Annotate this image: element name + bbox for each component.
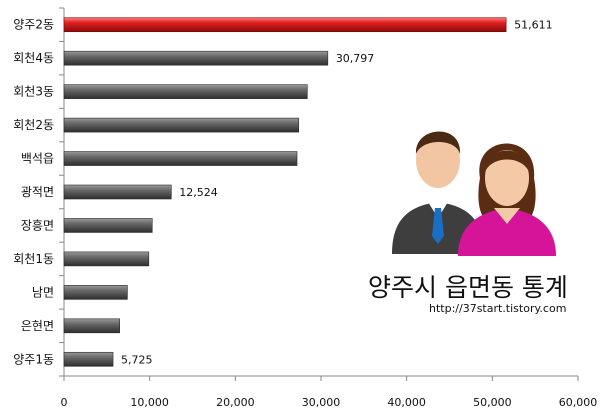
bar-1 [63, 17, 507, 33]
category-label: 장흥면 [21, 218, 54, 232]
bar-8 [63, 251, 150, 267]
x-tick-labels: 0 10,000 20,000 30,000 40,000 50,000 60,000 [61, 396, 598, 409]
bar-2 [63, 50, 329, 66]
category-label: 회천3동 [13, 84, 54, 99]
x-tick-label: 50,000 [473, 396, 512, 409]
data-label: 12,524 [179, 186, 218, 199]
data-label: 30,797 [336, 52, 375, 65]
category-label: 남면 [32, 285, 54, 299]
data-labels: 51,611 30,797 12,524 5,725 [121, 19, 553, 367]
bar-6 [63, 184, 172, 200]
bars [63, 17, 507, 367]
category-label: 양주1동 [13, 352, 54, 366]
category-label: 회천2동 [13, 117, 54, 132]
people-icon [392, 131, 556, 256]
bar-11 [63, 351, 114, 367]
bar-9 [63, 285, 128, 300]
data-label: 51,611 [514, 19, 553, 32]
x-tick-label: 40,000 [387, 396, 426, 409]
x-tick-label: 60,000 [559, 396, 598, 409]
category-label: 회천1동 [13, 251, 54, 266]
bar-5 [63, 151, 298, 166]
overlay-title: 양주시 읍면동 통계 [368, 273, 568, 302]
x-tick-label: 20,000 [216, 396, 255, 409]
bar-3 [63, 84, 308, 99]
category-label: 은현면 [21, 319, 54, 333]
x-tick-label: 10,000 [130, 396, 169, 409]
bar-7 [63, 218, 153, 233]
data-label: 5,725 [121, 353, 152, 366]
category-label: 양주2동 [13, 18, 54, 32]
x-tick-label: 30,000 [302, 396, 341, 409]
overlay-url: http://37start.tistory.com [429, 302, 567, 315]
bar-4 [63, 117, 300, 133]
category-label: 회천4동 [13, 50, 54, 65]
x-tick-label: 0 [61, 396, 68, 409]
category-label: 백석읍 [21, 152, 54, 166]
bar-10 [63, 318, 120, 334]
category-label: 광적면 [21, 185, 54, 199]
